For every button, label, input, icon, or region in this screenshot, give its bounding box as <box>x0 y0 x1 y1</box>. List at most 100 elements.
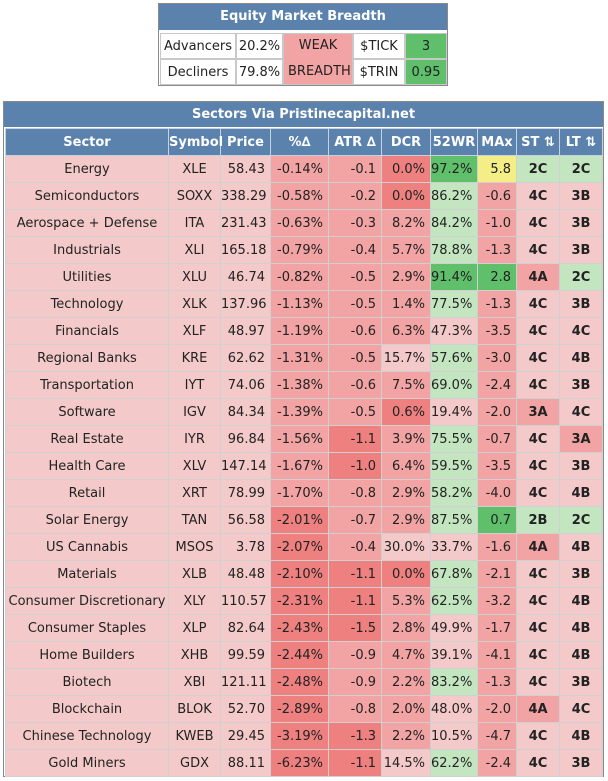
breadth-status-text: WEAK BREADTH <box>288 38 351 79</box>
col-header-max[interactable]: MAx <box>477 128 517 156</box>
atr-change-cell: -0.6 <box>328 317 382 345</box>
52wr-cell: 58.2% <box>430 479 478 507</box>
atr-change-cell: -0.8 <box>328 479 382 507</box>
52wr-cell: 69.0% <box>430 371 478 399</box>
price-cell: 52.70 <box>220 695 271 723</box>
sectors-panel: Sectors Via Pristinecapital.net Sector S… <box>3 101 604 777</box>
table-row: Biotech XBI 121.11 -2.48% -0.9 2.2% 83.2% -1.3 4… <box>5 668 603 696</box>
col-header-atr-change[interactable]: ATR ∆ <box>328 128 382 156</box>
52wr-cell: 33.7% <box>430 533 478 561</box>
st-rating-cell: 2B <box>516 506 560 534</box>
table-row: Transportation IYT 74.06 -1.38% -0.6 7.5% 69.0… <box>5 371 603 399</box>
max-cell: -3.5 <box>477 317 517 345</box>
col-header-pct-change[interactable]: %∆ <box>270 128 329 156</box>
symbol-cell: KRE <box>168 344 221 372</box>
lt-rating-cell: 4B <box>559 722 603 750</box>
atr-change-cell: -0.4 <box>328 236 382 264</box>
st-rating-cell: 4C <box>516 668 560 696</box>
price-cell: 62.62 <box>220 344 271 372</box>
max-cell: -1.3 <box>477 290 517 318</box>
max-cell: -4.7 <box>477 722 517 750</box>
lt-rating-cell: 3B <box>559 371 603 399</box>
price-cell: 338.29 <box>220 182 271 210</box>
52wr-cell: 19.4% <box>430 398 478 426</box>
atr-change-cell: -0.3 <box>328 209 382 237</box>
atr-change-cell: -1.1 <box>328 560 382 588</box>
atr-change-cell: -0.7 <box>328 506 382 534</box>
pct-change-cell: -1.38% <box>270 371 329 399</box>
col-header-price[interactable]: Price <box>220 128 271 156</box>
sector-cell: Technology <box>5 290 169 318</box>
col-header-sector[interactable]: Sector <box>5 128 169 156</box>
dcr-cell: 5.3% <box>381 587 431 615</box>
atr-change-cell: -0.5 <box>328 398 382 426</box>
table-row: Real Estate IYR 96.84 -1.56% -1.1 3.9% 75.5% -0… <box>5 425 603 453</box>
pct-change-cell: -1.31% <box>270 344 329 372</box>
price-cell: 46.74 <box>220 263 271 291</box>
pct-change-cell: -2.48% <box>270 668 329 696</box>
col-header-st[interactable]: ST ⇅ <box>516 128 560 156</box>
symbol-cell: XLI <box>168 236 221 264</box>
dcr-cell: 3.9% <box>381 425 431 453</box>
symbol-cell: XLP <box>168 614 221 642</box>
symbol-cell: IYR <box>168 425 221 453</box>
symbol-cell: GDX <box>168 749 221 777</box>
max-cell: -2.4 <box>477 371 517 399</box>
sector-cell: Aerospace + Defense <box>5 209 169 237</box>
st-rating-cell: 3A <box>516 398 560 426</box>
decliners-value: 79.8% <box>236 59 283 85</box>
st-rating-cell: 2C <box>516 155 560 183</box>
max-cell: -1.3 <box>477 236 517 264</box>
max-cell: -2.4 <box>477 749 517 777</box>
pct-change-cell: -0.14% <box>270 155 329 183</box>
dcr-cell: 14.5% <box>381 749 431 777</box>
st-rating-cell: 4C <box>516 614 560 642</box>
lt-rating-cell: 4B <box>559 641 603 669</box>
pct-change-cell: -0.58% <box>270 182 329 210</box>
atr-change-cell: -0.5 <box>328 263 382 291</box>
sectors-table-body: Energy XLE 58.43 -0.14% -0.1 0.0% 97.2% 5.8 2C 2C… <box>5 155 603 777</box>
col-header-symbol[interactable]: Symbol <box>168 128 223 156</box>
pct-change-cell: -1.13% <box>270 290 329 318</box>
col-header-lt[interactable]: LT ⇅ <box>559 128 603 156</box>
52wr-cell: 84.2% <box>430 209 478 237</box>
52wr-cell: 62.2% <box>430 749 478 777</box>
breadth-title: Equity Market Breadth <box>159 4 447 30</box>
col-header-52wr[interactable]: 52WR <box>430 128 478 156</box>
sector-cell: Retail <box>5 479 169 507</box>
sector-cell: Consumer Staples <box>5 614 169 642</box>
table-row: Consumer Staples XLP 82.64 -2.43% -1.5 2.8% 49… <box>5 614 603 642</box>
price-cell: 82.64 <box>220 614 271 642</box>
dcr-cell: 6.3% <box>381 317 431 345</box>
52wr-cell: 62.5% <box>430 587 478 615</box>
symbol-cell: IYT <box>168 371 221 399</box>
52wr-cell: 91.4% <box>430 263 478 291</box>
pct-change-cell: -2.44% <box>270 641 329 669</box>
atr-change-cell: -1.1 <box>328 749 382 777</box>
52wr-cell: 83.2% <box>430 668 478 696</box>
table-row: Semiconductors SOXX 338.29 -0.58% -0.2 0.0% 86… <box>5 182 603 210</box>
lt-rating-cell: 4B <box>559 479 603 507</box>
dcr-cell: 0.0% <box>381 182 431 210</box>
atr-change-cell: -1.1 <box>328 425 382 453</box>
pct-change-cell: -2.01% <box>270 506 329 534</box>
pct-change-cell: -0.63% <box>270 209 329 237</box>
price-cell: 137.96 <box>220 290 271 318</box>
atr-change-cell: -0.8 <box>328 695 382 723</box>
price-cell: 29.45 <box>220 722 271 750</box>
lt-rating-cell: 3B <box>559 236 603 264</box>
st-rating-cell: 4C <box>516 236 560 264</box>
atr-change-cell: -1.5 <box>328 614 382 642</box>
table-row: Retail XRT 78.99 -1.70% -0.8 2.9% 58.2% -4.0 4C 4… <box>5 479 603 507</box>
dcr-cell: 5.7% <box>381 236 431 264</box>
52wr-cell: 87.5% <box>430 506 478 534</box>
pct-change-cell: -6.23% <box>270 749 329 777</box>
col-header-dcr[interactable]: DCR <box>381 128 431 156</box>
symbol-cell: XBI <box>168 668 221 696</box>
lt-rating-cell: 3B <box>559 209 603 237</box>
lt-rating-cell: 4B <box>559 587 603 615</box>
table-row: Chinese Technology KWEB 29.45 -3.19% -1.3 2.2… <box>5 722 603 750</box>
st-rating-cell: 4C <box>516 290 560 318</box>
price-cell: 165.18 <box>220 236 271 264</box>
lt-rating-cell: 3B <box>559 668 603 696</box>
